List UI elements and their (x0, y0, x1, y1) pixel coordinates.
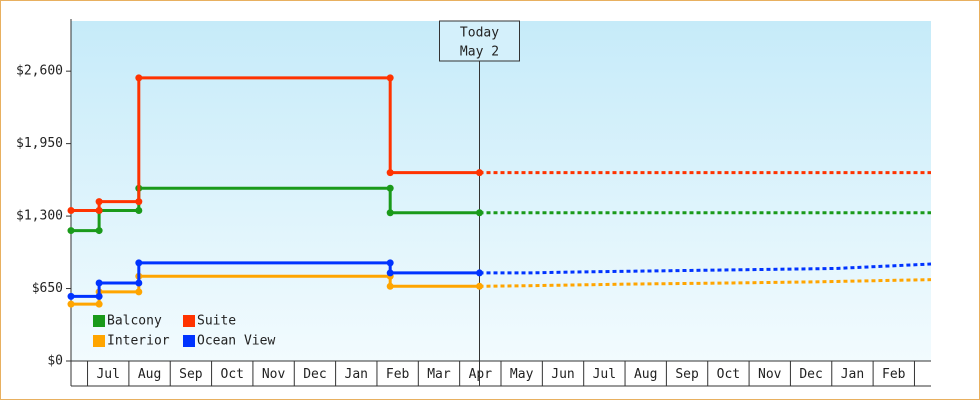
legend-label: Ocean View (197, 334, 275, 349)
plot-area (71, 21, 931, 361)
price-point (476, 169, 483, 177)
x-tick-label: Sep (179, 367, 203, 382)
price-point (67, 227, 75, 235)
today-date: May 2 (460, 45, 499, 60)
price-point (67, 207, 75, 215)
x-tick-label: Dec (303, 367, 326, 382)
price-point (386, 269, 394, 277)
x-tick-label: Nov (758, 367, 782, 382)
x-tick-label: Oct (221, 367, 244, 382)
x-tick-label: Dec (799, 367, 822, 382)
price-point (386, 169, 394, 177)
x-tick-label: Mar (427, 367, 451, 382)
legend-swatch (183, 315, 195, 327)
price-point (135, 288, 143, 296)
projection-line (479, 262, 932, 275)
price-point (135, 259, 143, 267)
price-point (135, 279, 143, 287)
x-tick-label: Jul (96, 367, 119, 382)
x-tick-label: Nov (262, 367, 286, 382)
x-tick-label: Oct (717, 367, 740, 382)
price-point (476, 209, 483, 217)
y-tick-label: $2,600 (16, 64, 63, 79)
x-tick-label: Apr (469, 367, 493, 382)
x-tick-label: Feb (882, 367, 906, 382)
price-point (67, 300, 75, 308)
legend-swatch (93, 335, 105, 347)
y-tick-label: $650 (32, 281, 63, 296)
x-tick-label: Aug (634, 367, 657, 382)
x-tick-label: May (510, 367, 534, 382)
legend-label: Interior (107, 334, 170, 349)
legend-swatch (183, 335, 195, 347)
price-point (476, 269, 483, 277)
price-point (95, 292, 103, 300)
x-tick-label: Aug (138, 367, 161, 382)
x-tick-label: Jun (551, 367, 574, 382)
price-point (95, 198, 103, 206)
price-point (135, 198, 143, 206)
price-point (95, 279, 103, 287)
x-tick-label: Jan (841, 367, 864, 382)
price-point (67, 292, 75, 300)
price-point (135, 74, 143, 82)
price-point (95, 207, 103, 215)
legend-swatch (93, 315, 105, 327)
x-tick-label: Feb (386, 367, 410, 382)
x-tick-label: Sep (675, 367, 699, 382)
price-point (476, 282, 483, 290)
y-tick-label: $1,950 (16, 136, 63, 151)
price-point (386, 184, 394, 192)
legend-label: Balcony (107, 314, 162, 329)
y-tick-label: $1,300 (16, 209, 63, 224)
price-point (386, 259, 394, 267)
price-point (386, 282, 394, 290)
x-tick-label: Jan (345, 367, 368, 382)
today-label: Today (460, 26, 499, 41)
x-tick-label: Jul (593, 367, 616, 382)
price-point (135, 207, 143, 215)
price-point (386, 209, 394, 217)
projection-line (479, 278, 932, 288)
legend-label: Suite (197, 314, 236, 329)
price-point (95, 227, 103, 235)
price-point (95, 300, 103, 308)
y-tick-label: $0 (47, 354, 63, 369)
price-point (386, 74, 394, 82)
today-box (439, 20, 520, 62)
